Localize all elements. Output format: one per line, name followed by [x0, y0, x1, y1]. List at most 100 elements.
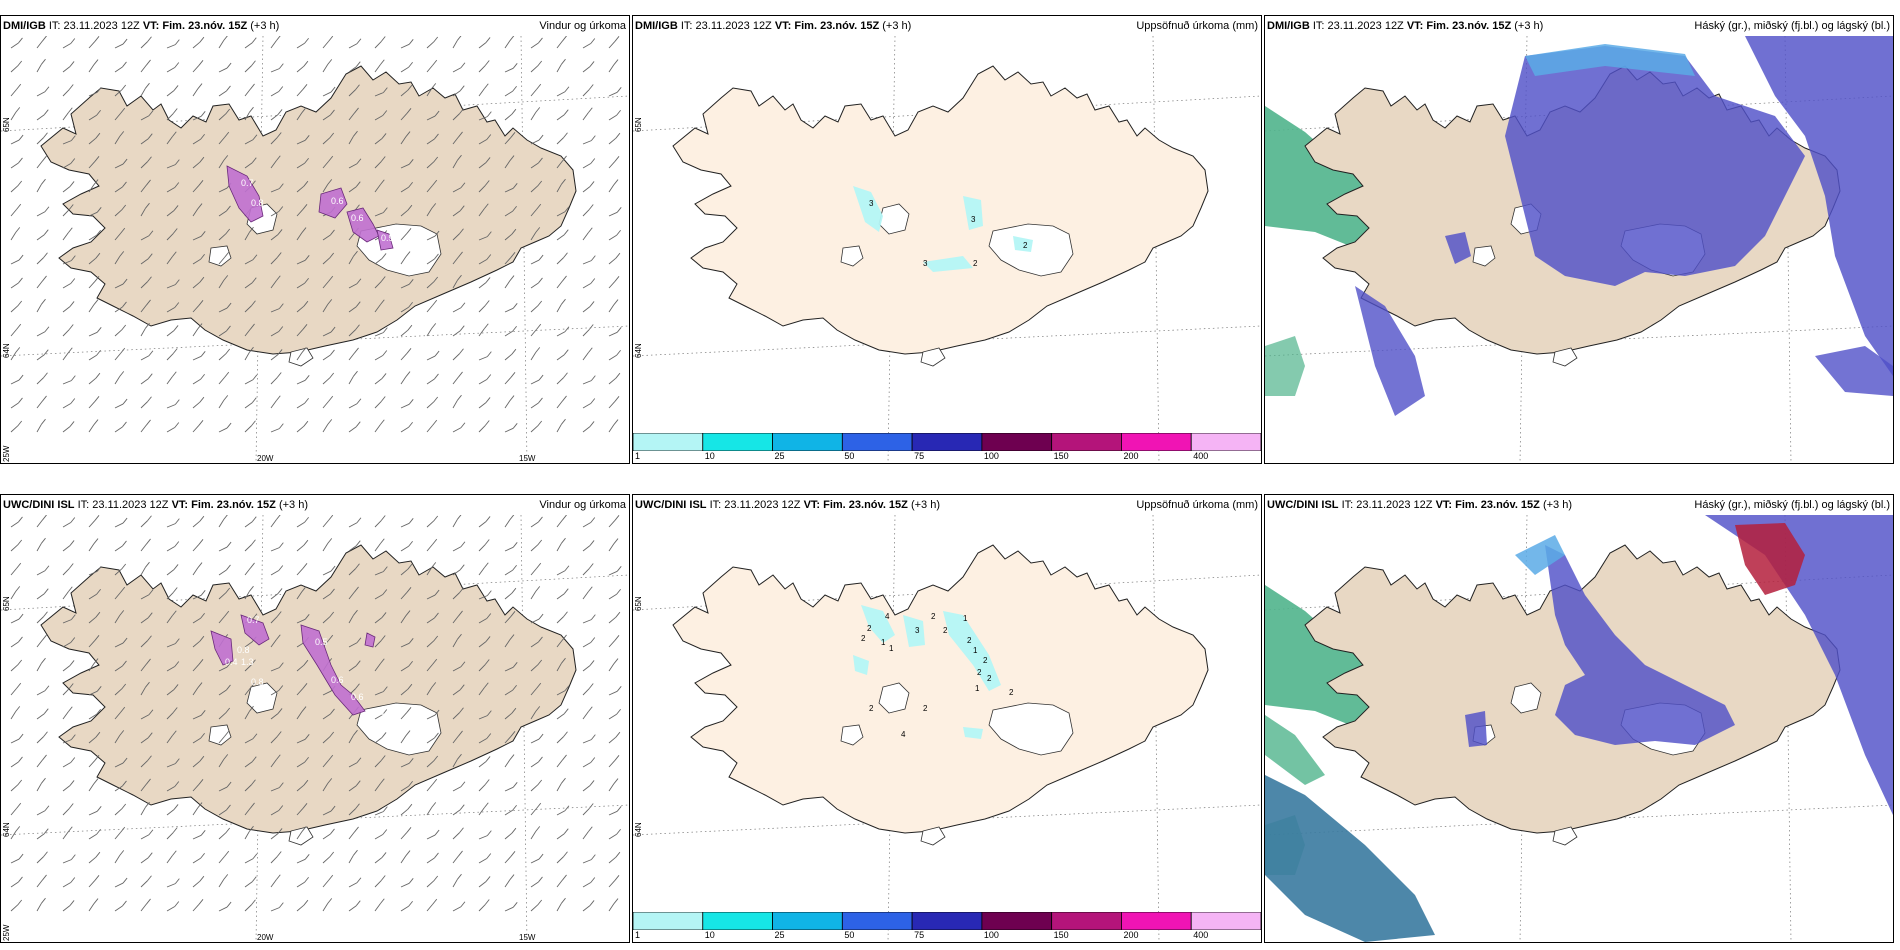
colorbar-swatch	[841, 912, 913, 930]
model-name: DMI/IGB	[1267, 20, 1310, 32]
panel-title: Háský (gr.), miðský (fj.bl.) og lágský (…	[1694, 499, 1890, 511]
it-label: IT:	[709, 499, 722, 511]
model-name: UWC/DINI ISL	[635, 499, 707, 511]
panel-title: Vindur og úrkoma	[539, 20, 626, 32]
lead-time: (+3 h)	[882, 20, 912, 32]
colorbar-tick-label: 100	[983, 451, 999, 461]
model-name: UWC/DINI ISL	[1267, 499, 1339, 511]
accum-value-label: 3	[923, 259, 928, 268]
colorbar-labels: 1 10 25 50 75 100 150 200 400	[633, 451, 1261, 463]
colorbar-swatch	[1190, 433, 1261, 451]
accum-value-label: 1	[973, 646, 978, 655]
lead-time: (+3 h)	[1542, 499, 1573, 511]
vt-label: VT:	[1406, 20, 1424, 32]
accum-value-label: 2	[987, 674, 992, 683]
panel-accum-precip-dmi: DMI/IGB IT: 23.11.2023 12Z VT: Fim. 23.n…	[632, 15, 1262, 464]
grid-label: 65N	[634, 117, 643, 132]
grid-label: 20W	[257, 454, 274, 463]
colorbar-tick-label: 1	[635, 930, 641, 940]
colorbar-labels: 1 10 25 50 75 100 150 200 400	[633, 930, 1261, 942]
vt-label: VT:	[774, 20, 792, 32]
panel-header: UWC/DINI ISL IT: 23.11.2023 12Z VT: Fim.…	[633, 495, 1261, 515]
precip-value-label: 1.3	[241, 657, 254, 667]
colorbar-swatch	[911, 912, 983, 930]
precip-value-label: 0.8	[251, 198, 264, 208]
colorbar-swatch	[1051, 912, 1122, 930]
colorbar-tick-label: 400	[1193, 451, 1209, 461]
accum-value-label: 2	[983, 656, 988, 665]
accum-value-label: 2	[977, 668, 982, 677]
it-label: IT:	[77, 499, 90, 511]
cloud-cover-map	[1265, 36, 1893, 463]
vt-value: Fim. 23.nóv. 15Z	[823, 499, 908, 511]
colorbar-swatch	[841, 433, 913, 451]
accum-value-label: 4	[885, 612, 890, 621]
accum-value-label: 3	[869, 199, 874, 208]
grid-label: 65N	[634, 596, 643, 611]
it-value: 23.11.2023 12Z	[63, 20, 140, 32]
accum-value-label: 2	[923, 704, 928, 713]
colorbar-swatch	[981, 433, 1053, 451]
panel-title: Uppsöfnuð úrkoma (mm)	[1136, 20, 1258, 32]
precip-value-label: 0.6	[331, 675, 344, 685]
precip-value-label: 0.7	[241, 178, 254, 188]
colorbar-swatch	[633, 433, 704, 451]
colorbar-swatch	[633, 912, 704, 930]
colorbar-tick-label: 100	[983, 930, 999, 940]
vt-value: Fim. 23.nóv. 15Z	[1426, 20, 1512, 32]
precip-value-label: 0.8	[237, 645, 250, 655]
lead-time: (+3 h)	[250, 20, 280, 32]
it-value: 23.11.2023 12Z	[695, 20, 772, 32]
colorbar-swatch	[702, 912, 773, 930]
accum-value-label: 2	[931, 612, 936, 621]
colorbar-tick-label: 200	[1123, 451, 1139, 461]
precip-value-label: 0.7	[247, 615, 260, 625]
precip-value-label: 0.5	[315, 637, 328, 647]
colorbar-tick-label: 10	[704, 451, 715, 461]
panel-accum-precip-uwc: UWC/DINI ISL IT: 23.11.2023 12Z VT: Fim.…	[632, 494, 1262, 943]
accum-value-label: 1	[963, 614, 968, 623]
it-value: 23.11.2023 12Z	[1327, 20, 1404, 32]
colorbar-tick-label: 400	[1193, 930, 1209, 940]
precip-value-label: 1.0	[381, 712, 394, 722]
panel-title: Háský (gr.), miðský (fj.bl.) og lágský (…	[1694, 20, 1890, 32]
panel-header: DMI/IGB IT: 23.11.2023 12Z VT: Fim. 23.n…	[1, 16, 629, 36]
vt-value: Fim. 23.nóv. 15Z	[191, 499, 276, 511]
grid-label: 64N	[634, 343, 643, 358]
grid-label: 64N	[2, 822, 11, 837]
wind-precip-map: 1.3 0.8 0.6 0.6 1.0 0.7 0.8 0.4 0.5 65N 64N 25W 20W 1…	[1, 515, 629, 942]
grid-label: 65N	[2, 596, 11, 611]
vt-value: Fim. 23.nóv. 15Z	[1455, 499, 1540, 511]
colorbar-tick-label: 1	[635, 451, 641, 461]
accum-value-label: 2	[1009, 688, 1014, 697]
colorbar-tick-label: 25	[774, 451, 785, 461]
colorbar-tick-label: 75	[914, 451, 925, 461]
precip-value-label: 0.6	[351, 213, 364, 223]
cloud-cover-map	[1265, 515, 1893, 942]
colorbar-tick-label: 50	[844, 930, 855, 940]
accum-value-label: 2	[1023, 241, 1028, 250]
accum-value-label: 2	[943, 626, 948, 635]
vt-label: VT:	[171, 499, 189, 511]
grid-label: 15W	[519, 933, 536, 942]
panel-wind-precip-dmi: DMI/IGB IT: 23.11.2023 12Z VT: Fim. 23.n…	[0, 15, 630, 464]
panel-header: UWC/DINI ISL IT: 23.11.2023 12Z VT: Fim.…	[1, 495, 629, 515]
it-label: IT:	[680, 20, 693, 32]
colorbar-tick-label: 150	[1053, 930, 1069, 940]
accum-value-label: 2	[861, 634, 866, 643]
panel-clouds-dmi: DMI/IGB IT: 23.11.2023 12Z VT: Fim. 23.n…	[1264, 15, 1894, 464]
colorbar-tick-label: 10	[704, 930, 715, 940]
model-name: UWC/DINI ISL	[3, 499, 75, 511]
accum-value-label: 2	[973, 259, 978, 268]
colorbar-tick-label: 50	[844, 451, 855, 461]
accum-value-label: 2	[869, 704, 874, 713]
precip-colorbar	[633, 912, 1261, 930]
accum-value-label: 2	[867, 624, 872, 633]
it-value: 23.11.2023 12Z	[92, 499, 169, 511]
accum-value-label: 2	[967, 636, 972, 645]
accum-value-label: 1	[889, 644, 894, 653]
colorbar-swatch	[772, 912, 843, 930]
colorbar-swatch	[1121, 912, 1192, 930]
vt-label: VT:	[142, 20, 160, 32]
